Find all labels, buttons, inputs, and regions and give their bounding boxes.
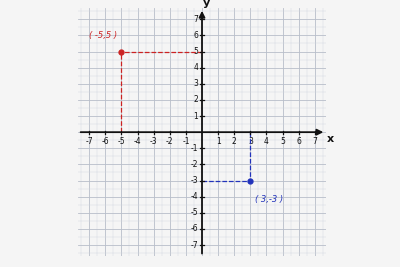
Text: 1: 1	[216, 137, 220, 146]
Text: 7: 7	[312, 137, 317, 146]
Text: 3: 3	[248, 137, 253, 146]
Text: -7: -7	[85, 137, 93, 146]
Text: 2: 2	[232, 137, 237, 146]
Text: -2: -2	[166, 137, 174, 146]
Text: 4: 4	[194, 63, 198, 72]
Text: 6: 6	[296, 137, 301, 146]
Text: -1: -1	[191, 144, 198, 153]
Text: -6: -6	[191, 224, 198, 233]
Text: ( -5,5 ): ( -5,5 )	[89, 31, 117, 40]
Text: -3: -3	[191, 176, 198, 185]
Text: -1: -1	[182, 137, 190, 146]
Text: -2: -2	[191, 160, 198, 169]
Text: -5: -5	[118, 137, 125, 146]
Text: ( 3,-3 ): ( 3,-3 )	[255, 195, 283, 204]
Text: 7: 7	[194, 15, 198, 24]
Text: -4: -4	[134, 137, 141, 146]
Text: 4: 4	[264, 137, 269, 146]
Text: 6: 6	[194, 31, 198, 40]
Text: -5: -5	[191, 208, 198, 217]
Text: 2: 2	[194, 95, 198, 104]
Text: y: y	[203, 0, 210, 8]
Text: 5: 5	[280, 137, 285, 146]
Text: -7: -7	[191, 241, 198, 250]
Text: 5: 5	[194, 47, 198, 56]
Text: -4: -4	[191, 192, 198, 201]
Text: -3: -3	[150, 137, 158, 146]
Text: x: x	[327, 134, 334, 144]
Text: 3: 3	[194, 79, 198, 88]
Text: 1: 1	[194, 112, 198, 120]
Text: -6: -6	[102, 137, 109, 146]
